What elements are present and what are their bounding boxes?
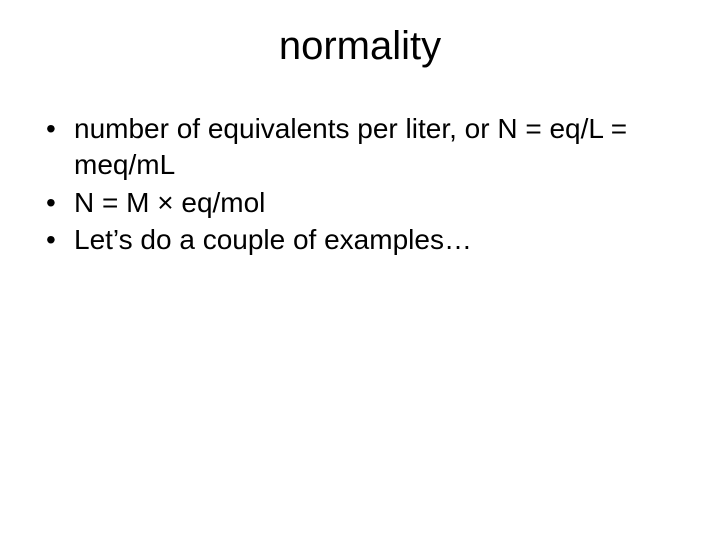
list-item: number of equivalents per liter, or N = … [40, 111, 680, 183]
slide-body: number of equivalents per liter, or N = … [40, 111, 680, 258]
bullet-list: number of equivalents per liter, or N = … [40, 111, 680, 258]
bullet-text: number of equivalents per liter, or N = … [74, 113, 627, 180]
slide-title: normality [40, 24, 680, 69]
bullet-text: N = M × eq/mol [74, 187, 265, 218]
slide: normality number of equivalents per lite… [0, 0, 720, 540]
bullet-text: Let’s do a couple of examples… [74, 224, 472, 255]
list-item: N = M × eq/mol [40, 185, 680, 221]
list-item: Let’s do a couple of examples… [40, 222, 680, 258]
